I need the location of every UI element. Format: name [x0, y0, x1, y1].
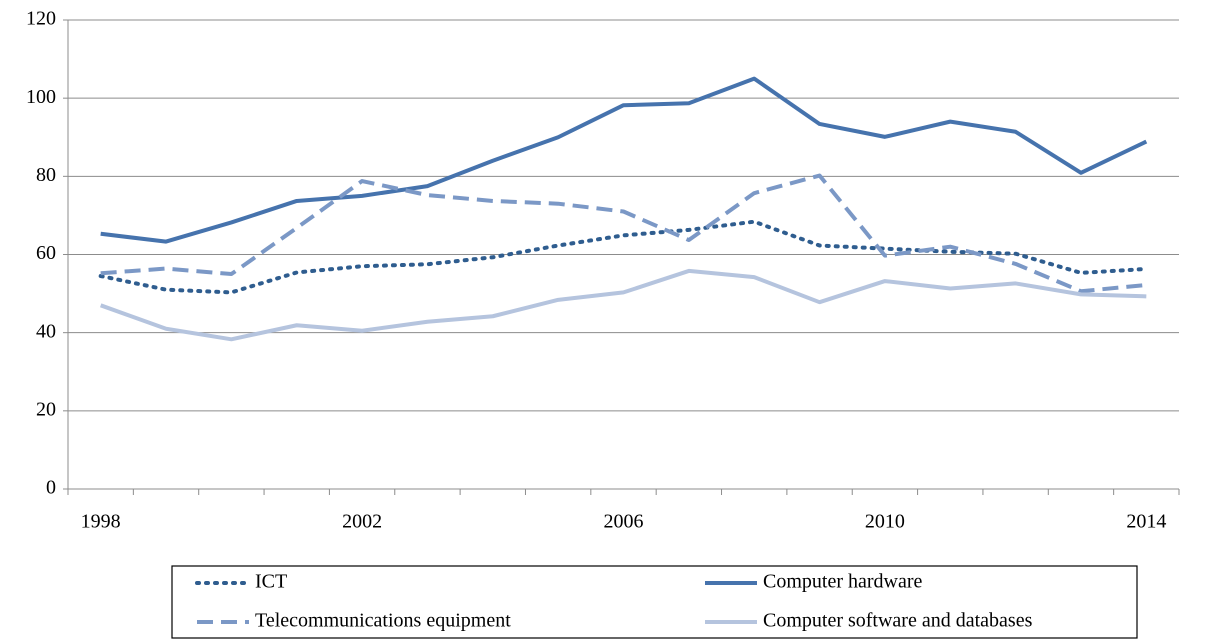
legend-label: ICT: [255, 571, 287, 593]
y-tick-label: 120: [26, 8, 56, 30]
y-tick-label: 40: [36, 320, 56, 342]
x-tick-label: 2014: [1126, 511, 1166, 533]
x-tick-label: 2010: [865, 511, 905, 533]
y-tick-label: 20: [36, 398, 56, 420]
y-tick-label: 80: [36, 164, 56, 186]
y-tick-label: 60: [36, 242, 56, 264]
series-line: [100, 173, 1147, 294]
y-tick-label: 0: [46, 477, 56, 499]
x-tick-label: 2002: [342, 511, 382, 533]
legend-label: Telecommunications equipment: [255, 610, 511, 632]
x-tick-label: 1998: [81, 511, 121, 533]
y-tick-label: 100: [26, 86, 56, 108]
series-line: [100, 76, 1148, 244]
legend-box: [171, 565, 1138, 639]
series-line: [100, 268, 1147, 342]
legend-label: Computer hardware: [763, 571, 923, 593]
legend-label: Computer software and databases: [763, 610, 1033, 632]
x-tick-label: 2006: [604, 511, 644, 533]
